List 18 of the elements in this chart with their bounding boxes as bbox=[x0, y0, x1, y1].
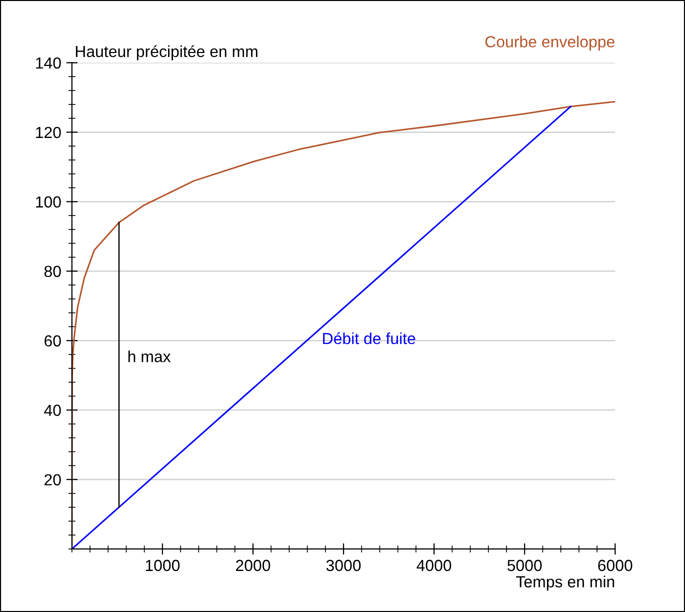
x-tick-label: 1000 bbox=[146, 560, 180, 572]
series-label: Débit de fuite bbox=[323, 332, 416, 344]
y-axis-title: Hauteur précipitée en mm bbox=[76, 45, 258, 60]
text: Courbe enveloppe bbox=[485, 36, 614, 51]
y-tick-label: 20 bbox=[44, 474, 61, 486]
x-axis-title: Temps en min bbox=[516, 576, 614, 591]
x-tick-label: 4000 bbox=[416, 560, 452, 572]
y-tick-label: 140 bbox=[36, 57, 61, 69]
x-tick-label: 6000 bbox=[598, 560, 632, 572]
y-tick-label: 40 bbox=[44, 404, 61, 416]
x-tick-label: 3000 bbox=[326, 560, 361, 572]
y-tick-label: 80 bbox=[44, 266, 61, 278]
y-tick-label: 100 bbox=[36, 196, 61, 208]
y-tick-label: 120 bbox=[36, 126, 61, 138]
x-tick-label: 5000 bbox=[507, 560, 542, 572]
x-tick-label: 2000 bbox=[236, 560, 270, 572]
annotation: h max bbox=[128, 350, 171, 362]
y-tick-label: 60 bbox=[44, 335, 61, 347]
